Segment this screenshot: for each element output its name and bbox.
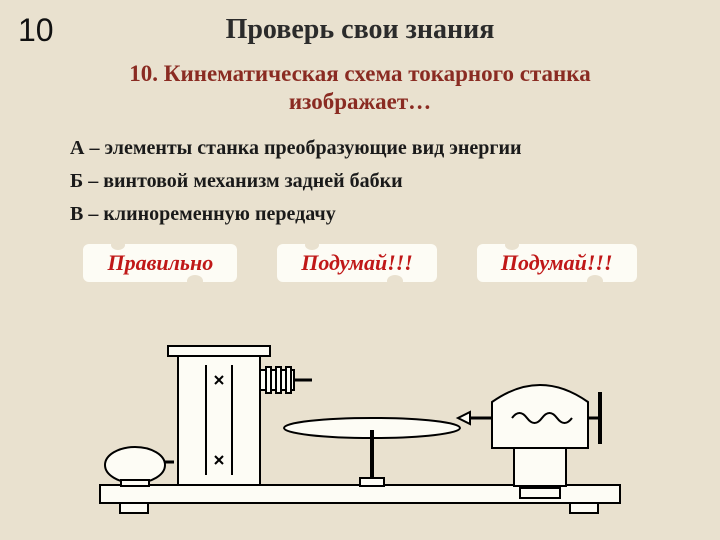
option-a[interactable]: А – элементы станка преобразующие вид эн… [70,137,720,160]
option-b[interactable]: Б – винтовой механизм задней бабки [70,170,720,193]
feedback-wrong-2[interactable]: Подумай!!! [477,244,637,282]
feedback-wrong-1[interactable]: Подумай!!! [277,244,437,282]
feedback-correct[interactable]: Правильно [83,244,237,282]
feedback-row: Правильно Подумай!!! Подумай!!! [0,244,720,282]
page-title: Проверь свои знания [0,0,720,46]
page-number: 10 [18,12,54,49]
question-text: 10. Кинематическая схема токарного станк… [0,60,720,115]
option-c[interactable]: В – клиноременную передачу [70,203,720,226]
answer-options: А – элементы станка преобразующие вид эн… [70,137,720,226]
lathe-diagram [0,310,720,540]
